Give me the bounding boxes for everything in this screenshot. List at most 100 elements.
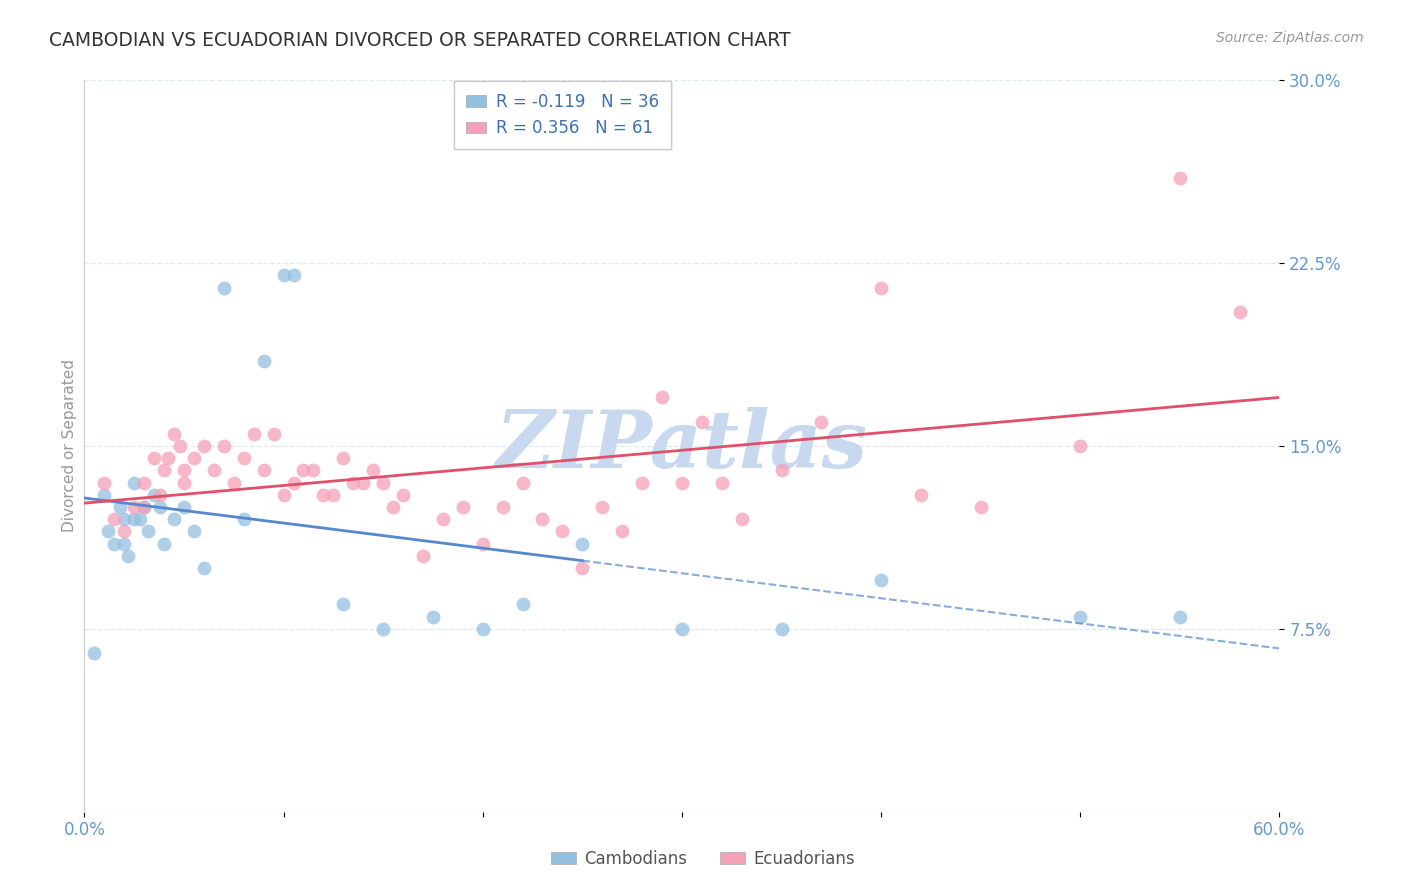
Point [283,268,305,283]
Point [83,646,105,660]
Point [122,475,145,490]
Point [302,463,325,477]
Point [253,463,276,477]
Point [731,512,754,526]
Point [173,463,195,477]
Point [273,268,295,283]
Point [183,451,205,466]
Point [136,524,159,539]
Point [122,512,145,526]
Point [149,500,172,514]
Point [551,524,574,539]
Point [232,512,254,526]
Point [143,451,166,466]
Legend: Cambodians, Ecuadorians: Cambodians, Ecuadorians [544,844,862,875]
Point [273,488,295,502]
Point [332,451,354,466]
Point [110,500,132,514]
Legend: R = -0.119   N = 36, R = 0.356   N = 61: R = -0.119 N = 36, R = 0.356 N = 61 [454,81,671,149]
Point [342,475,364,490]
Point [173,500,195,514]
Point [571,536,593,550]
Point [322,488,344,502]
Point [132,500,156,514]
Point [253,353,276,368]
Point [690,415,713,429]
Point [970,500,993,514]
Point [173,475,195,490]
Point [163,426,186,441]
Point [671,475,693,490]
Point [512,475,534,490]
Point [97,524,120,539]
Point [361,463,384,477]
Point [292,463,315,477]
Point [770,622,793,636]
Point [471,536,494,550]
Point [1168,170,1191,185]
Point [492,500,515,514]
Point [810,415,832,429]
Point [412,549,434,563]
Point [169,439,191,453]
Point [112,536,135,550]
Point [512,598,534,612]
Point [382,500,405,514]
Point [312,488,335,502]
Point [373,622,395,636]
Point [112,524,135,539]
Point [153,463,176,477]
Point [212,439,235,453]
Point [571,561,593,575]
Point [132,500,156,514]
Point [202,463,225,477]
Point [422,609,444,624]
Point [93,475,115,490]
Point [1229,305,1251,319]
Point [222,475,245,490]
Point [193,561,215,575]
Point [432,512,454,526]
Point [283,475,305,490]
Point [1168,609,1191,624]
Point [451,500,474,514]
Point [352,475,374,490]
Point [591,500,613,514]
Point [373,475,395,490]
Point [471,622,494,636]
Point [103,536,125,550]
Point [1069,439,1091,453]
Y-axis label: Divorced or Separated: Divorced or Separated [62,359,77,533]
Point [212,280,235,294]
Point [122,500,145,514]
Point [112,512,135,526]
Point [770,463,793,477]
Text: CAMBODIAN VS ECUADORIAN DIVORCED OR SEPARATED CORRELATION CHART: CAMBODIAN VS ECUADORIAN DIVORCED OR SEPA… [49,31,790,50]
Point [671,622,693,636]
Text: Source: ZipAtlas.com: Source: ZipAtlas.com [1216,31,1364,45]
Point [870,573,893,587]
Point [910,488,932,502]
Point [117,549,139,563]
Point [193,439,215,453]
Point [143,488,166,502]
Point [870,280,893,294]
Point [710,475,733,490]
Point [153,536,176,550]
Point [1069,609,1091,624]
Point [132,475,156,490]
Point [93,488,115,502]
Point [149,488,172,502]
Point [651,390,673,404]
Point [157,451,180,466]
Point [242,426,264,441]
Point [531,512,554,526]
Point [392,488,415,502]
Point [232,451,254,466]
Point [263,426,285,441]
Point [332,598,354,612]
Point [631,475,654,490]
Text: ZIPatlas: ZIPatlas [496,408,868,484]
Point [612,524,634,539]
Point [183,524,205,539]
